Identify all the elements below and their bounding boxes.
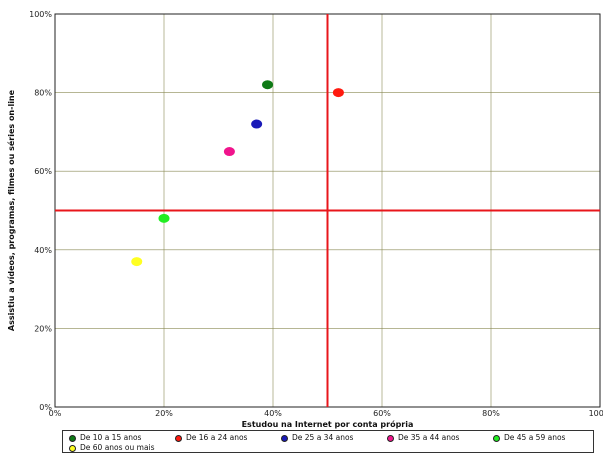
y-tick-label: 60% bbox=[34, 167, 52, 176]
legend-marker bbox=[69, 434, 76, 442]
x-tick-label: 80% bbox=[482, 409, 500, 418]
x-tick-label: 40% bbox=[264, 409, 282, 418]
data-point bbox=[131, 257, 143, 267]
legend-item: De 35 a 44 anos bbox=[387, 433, 459, 443]
y-tick-label: 100% bbox=[29, 10, 52, 19]
legend-label: De 35 a 44 anos bbox=[398, 433, 460, 442]
data-points bbox=[131, 80, 344, 267]
legend-item: De 45 a 59 anos bbox=[493, 433, 565, 443]
x-tick-label: 100% bbox=[589, 409, 603, 418]
legend-label: De 25 a 34 anos bbox=[292, 433, 354, 442]
legend-marker bbox=[387, 434, 394, 442]
y-tick-label: 20% bbox=[34, 324, 52, 333]
legend-marker bbox=[69, 444, 76, 452]
y-tick-label: 80% bbox=[34, 89, 52, 98]
axis-ticks: 0% 20% 40% 60% 80% 100% 0% 20% 40% 60% 80% 100% bbox=[29, 10, 603, 418]
x-tick-label: 0% bbox=[49, 409, 62, 418]
legend-item: De 25 a 34 anos bbox=[281, 433, 353, 443]
data-point bbox=[251, 119, 263, 129]
legend-label: De 10 a 15 anos bbox=[80, 433, 142, 442]
scatter-chart: 0% 20% 40% 60% 80% 100% 0% 20% 40% 60% 80% 100% Est… bbox=[6, 10, 603, 429]
y-tick-label: 0% bbox=[39, 403, 52, 412]
chart-legend: De 10 a 15 anos De 16 a 24 anos De 25 a 34… bbox=[62, 430, 594, 453]
data-point bbox=[223, 147, 235, 157]
legend-item: De 60 anos ou mais bbox=[69, 443, 155, 453]
reference-lines bbox=[55, 14, 600, 407]
x-tick-label: 60% bbox=[373, 409, 391, 418]
legend-marker bbox=[493, 434, 500, 442]
x-axis-label: Estudou na Internet por conta própria bbox=[242, 419, 414, 429]
y-axis-label: Assistiu a vídeos, programas, filmes ou … bbox=[6, 89, 16, 331]
legend-label: De 45 a 59 anos bbox=[504, 433, 566, 442]
data-point bbox=[262, 80, 274, 90]
data-point bbox=[332, 88, 344, 98]
legend-item: De 16 a 24 anos bbox=[175, 433, 247, 443]
legend-marker bbox=[281, 434, 288, 442]
legend-marker bbox=[175, 434, 182, 442]
legend-label: De 60 anos ou mais bbox=[80, 443, 155, 452]
data-point bbox=[158, 213, 170, 223]
x-tick-label: 20% bbox=[155, 409, 173, 418]
legend-label: De 16 a 24 anos bbox=[186, 433, 248, 442]
y-tick-label: 40% bbox=[34, 246, 52, 255]
legend-item: De 10 a 15 anos bbox=[69, 433, 141, 443]
